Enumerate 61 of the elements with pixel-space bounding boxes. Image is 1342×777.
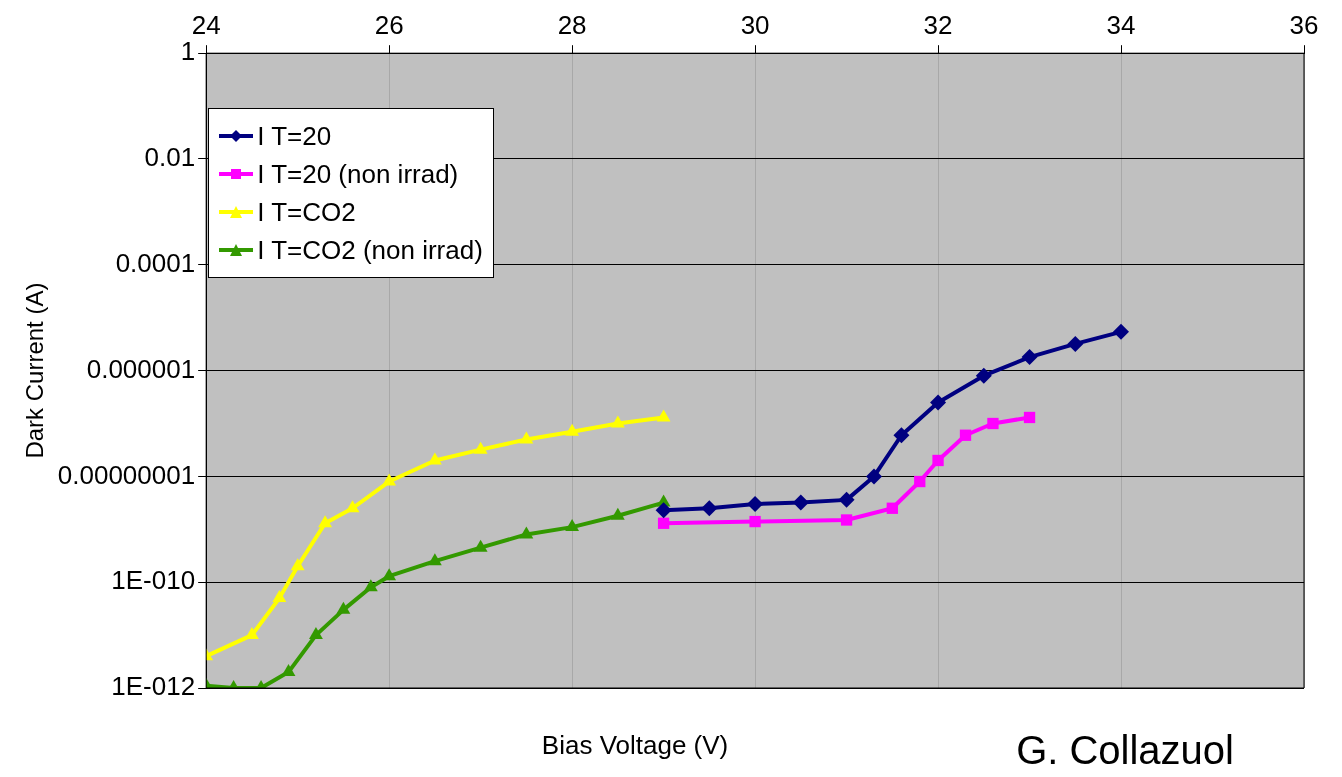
point [345, 500, 360, 513]
y-tick-label: 1E-012 [111, 671, 196, 702]
point [930, 394, 947, 411]
point [987, 417, 999, 430]
point [281, 664, 296, 677]
legend-label: I T=CO2 [257, 196, 356, 230]
point [838, 491, 855, 508]
point [932, 454, 944, 467]
point [382, 473, 397, 486]
point [840, 514, 853, 526]
point [610, 507, 625, 520]
point [893, 427, 910, 444]
x-tick-label: 32 [923, 9, 953, 40]
legend-label: I T=20 (non irrad) [257, 158, 459, 192]
point [747, 496, 764, 513]
point [1113, 323, 1130, 340]
point [473, 441, 488, 454]
point [318, 515, 333, 528]
y-tick-label: 0.0001 [115, 247, 196, 278]
point [473, 539, 488, 552]
point [1023, 411, 1036, 424]
y-axis-title: Dark Current (A) [21, 282, 49, 459]
point [975, 367, 992, 384]
point [866, 468, 883, 485]
point [363, 579, 378, 592]
point [336, 601, 351, 614]
point [1021, 349, 1038, 366]
point [1067, 335, 1084, 352]
y-tick-label: 0.00000001 [57, 459, 196, 490]
point [519, 526, 534, 539]
y-tick-label: 1E-010 [111, 565, 196, 596]
point [565, 519, 580, 532]
point [656, 409, 671, 422]
x-tick-label: 30 [740, 9, 770, 40]
x-axis-title: Bias Voltage (V) [541, 730, 729, 760]
x-tick-label: 34 [1106, 9, 1136, 40]
legend-label: I T=20 [257, 120, 332, 154]
point [244, 627, 259, 640]
legend-label: I T=CO2 (non irrad) [257, 234, 483, 268]
point [382, 568, 397, 581]
point [886, 502, 898, 514]
point [959, 429, 972, 441]
point [655, 502, 672, 519]
point [657, 517, 670, 529]
y-tick-label: 0.000001 [86, 353, 196, 384]
point [914, 475, 926, 488]
point [309, 627, 323, 640]
x-tick-label: 28 [557, 9, 587, 40]
point [427, 553, 442, 566]
x-tick-label: 26 [374, 9, 404, 40]
point [701, 500, 718, 517]
y-tick-label: 0.01 [144, 142, 196, 173]
point [792, 494, 809, 511]
point [290, 558, 305, 571]
point [272, 590, 287, 603]
text: G. Collazuol [1016, 728, 1234, 773]
point [749, 515, 761, 528]
point [519, 431, 534, 444]
point [610, 415, 625, 428]
x-tick-label: 36 [1289, 9, 1319, 40]
point [565, 423, 580, 436]
